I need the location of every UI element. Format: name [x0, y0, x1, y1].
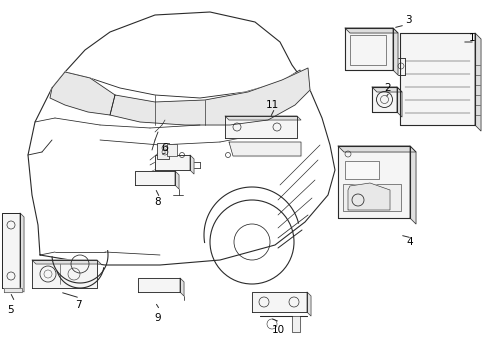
Text: 7: 7 — [74, 300, 81, 310]
Text: 1: 1 — [469, 33, 475, 43]
Polygon shape — [225, 116, 301, 120]
Polygon shape — [338, 146, 410, 218]
Polygon shape — [28, 12, 335, 265]
Polygon shape — [155, 155, 190, 170]
FancyBboxPatch shape — [345, 161, 379, 179]
Polygon shape — [397, 87, 402, 117]
Text: 10: 10 — [271, 325, 285, 335]
Text: 2: 2 — [385, 83, 392, 93]
Polygon shape — [348, 183, 390, 210]
Polygon shape — [345, 28, 393, 70]
Polygon shape — [372, 87, 397, 112]
Polygon shape — [20, 213, 24, 292]
Polygon shape — [410, 146, 416, 224]
Text: 8: 8 — [155, 197, 161, 207]
Text: 5: 5 — [7, 305, 13, 315]
Polygon shape — [135, 171, 175, 185]
Polygon shape — [252, 292, 307, 312]
Text: 4: 4 — [407, 237, 413, 247]
Text: 9: 9 — [155, 313, 161, 323]
Polygon shape — [180, 278, 184, 296]
Polygon shape — [229, 142, 301, 156]
FancyBboxPatch shape — [343, 184, 401, 211]
Polygon shape — [32, 260, 101, 264]
FancyBboxPatch shape — [167, 144, 177, 156]
Polygon shape — [138, 278, 180, 292]
Polygon shape — [260, 316, 307, 332]
Polygon shape — [307, 292, 311, 316]
Polygon shape — [175, 171, 179, 189]
Polygon shape — [475, 33, 481, 131]
Polygon shape — [225, 116, 297, 138]
Polygon shape — [4, 288, 22, 292]
Polygon shape — [372, 87, 402, 92]
Polygon shape — [32, 260, 97, 288]
Polygon shape — [50, 72, 115, 115]
Text: 3: 3 — [405, 15, 411, 25]
Text: 6: 6 — [162, 143, 168, 153]
Polygon shape — [110, 68, 310, 125]
FancyBboxPatch shape — [157, 143, 169, 159]
Text: 11: 11 — [266, 100, 279, 110]
Polygon shape — [2, 213, 20, 288]
Polygon shape — [400, 33, 475, 125]
Polygon shape — [345, 28, 398, 33]
Polygon shape — [393, 28, 398, 75]
Polygon shape — [338, 146, 416, 152]
Polygon shape — [190, 155, 194, 174]
